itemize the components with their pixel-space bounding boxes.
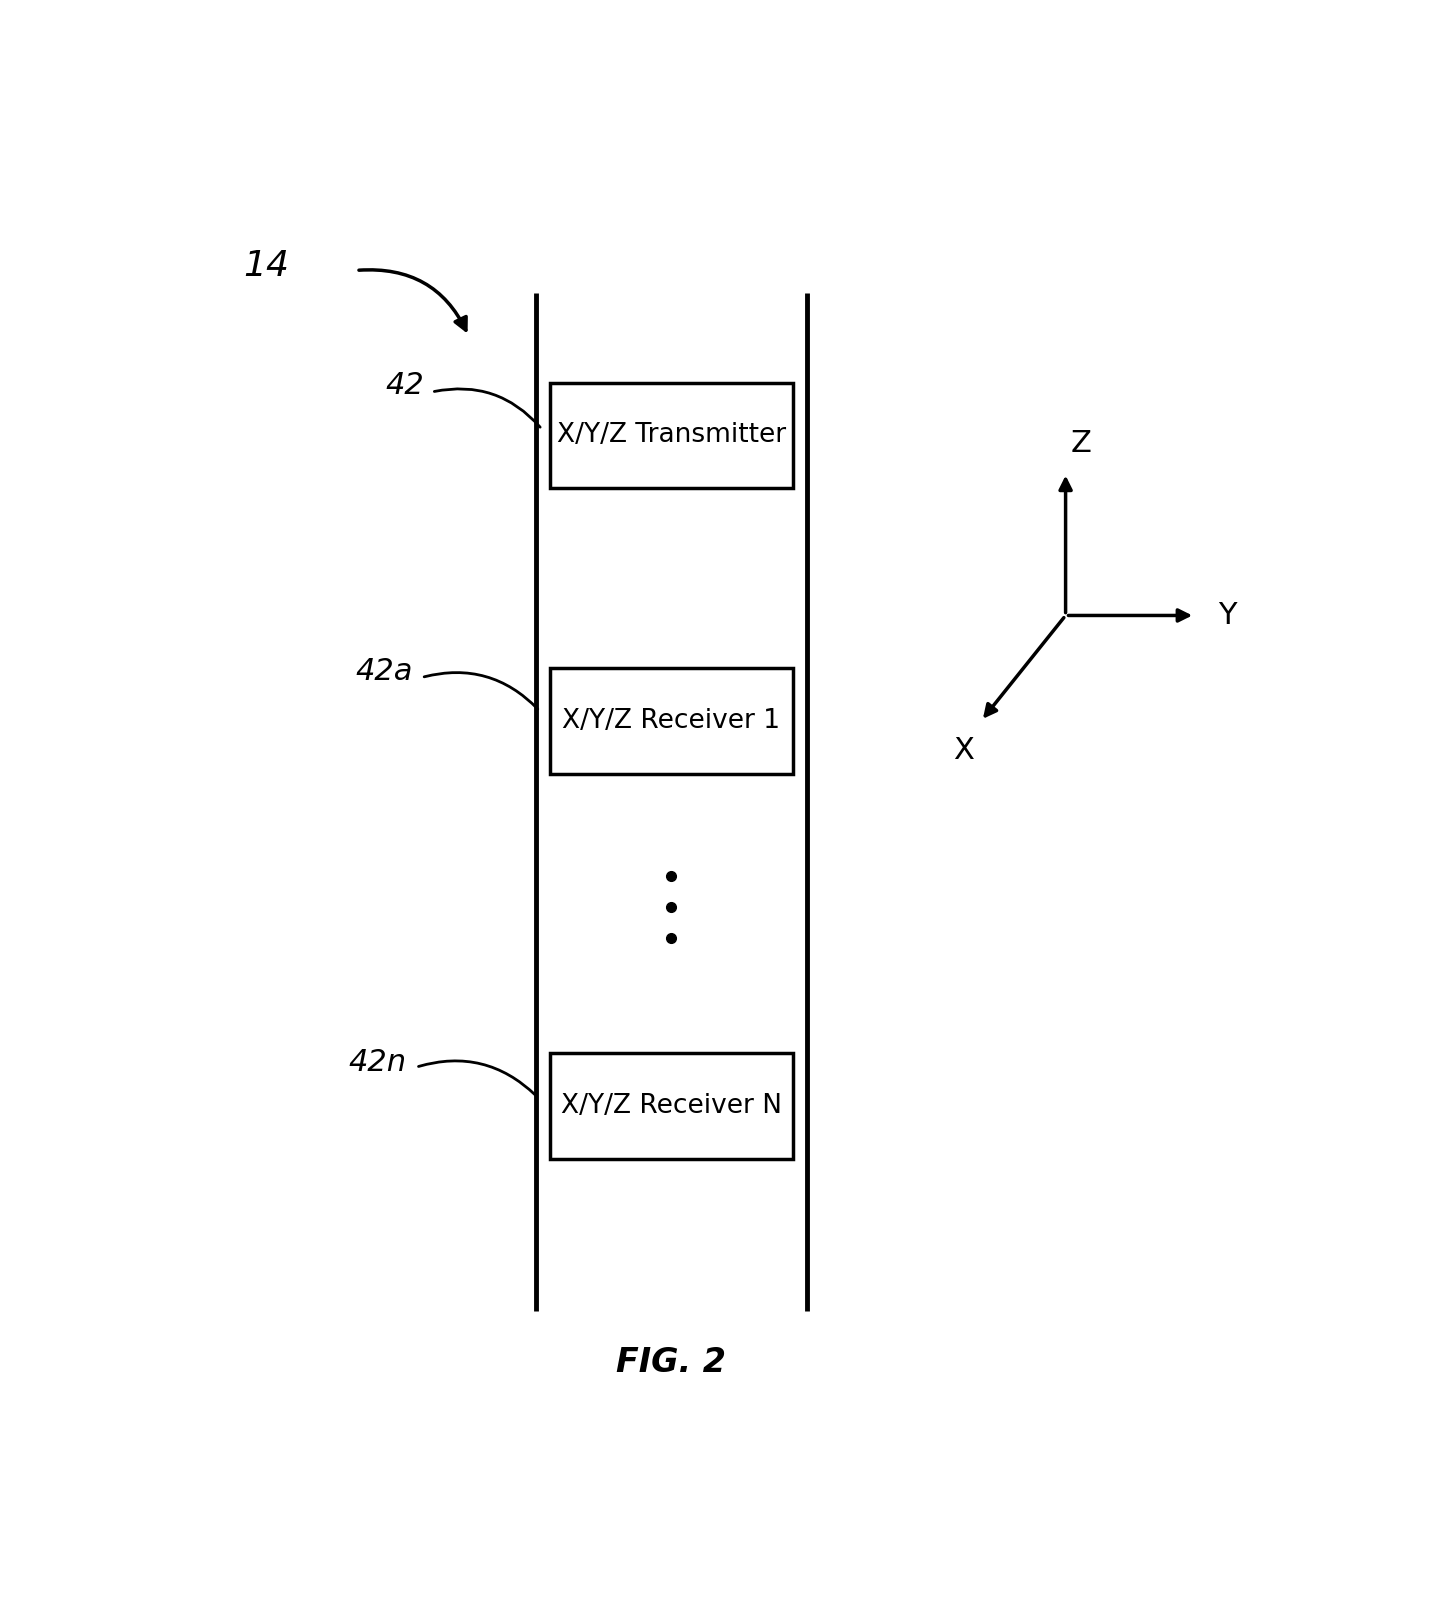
FancyBboxPatch shape [551, 1053, 792, 1159]
FancyBboxPatch shape [551, 382, 792, 488]
Text: 42: 42 [385, 371, 424, 400]
Text: Z: Z [1071, 429, 1091, 458]
Text: X/Y/Z Receiver N: X/Y/Z Receiver N [561, 1093, 782, 1119]
Text: 42a: 42a [355, 656, 413, 685]
Text: Y: Y [1218, 601, 1237, 630]
FancyBboxPatch shape [551, 669, 792, 774]
Text: 42n: 42n [349, 1048, 407, 1077]
Text: X/Y/Z Receiver 1: X/Y/Z Receiver 1 [562, 708, 780, 733]
Text: X: X [953, 735, 974, 764]
Text: FIG. 2: FIG. 2 [616, 1346, 726, 1378]
Text: X/Y/Z Transmitter: X/Y/Z Transmitter [556, 422, 786, 448]
Text: 14: 14 [244, 250, 289, 284]
